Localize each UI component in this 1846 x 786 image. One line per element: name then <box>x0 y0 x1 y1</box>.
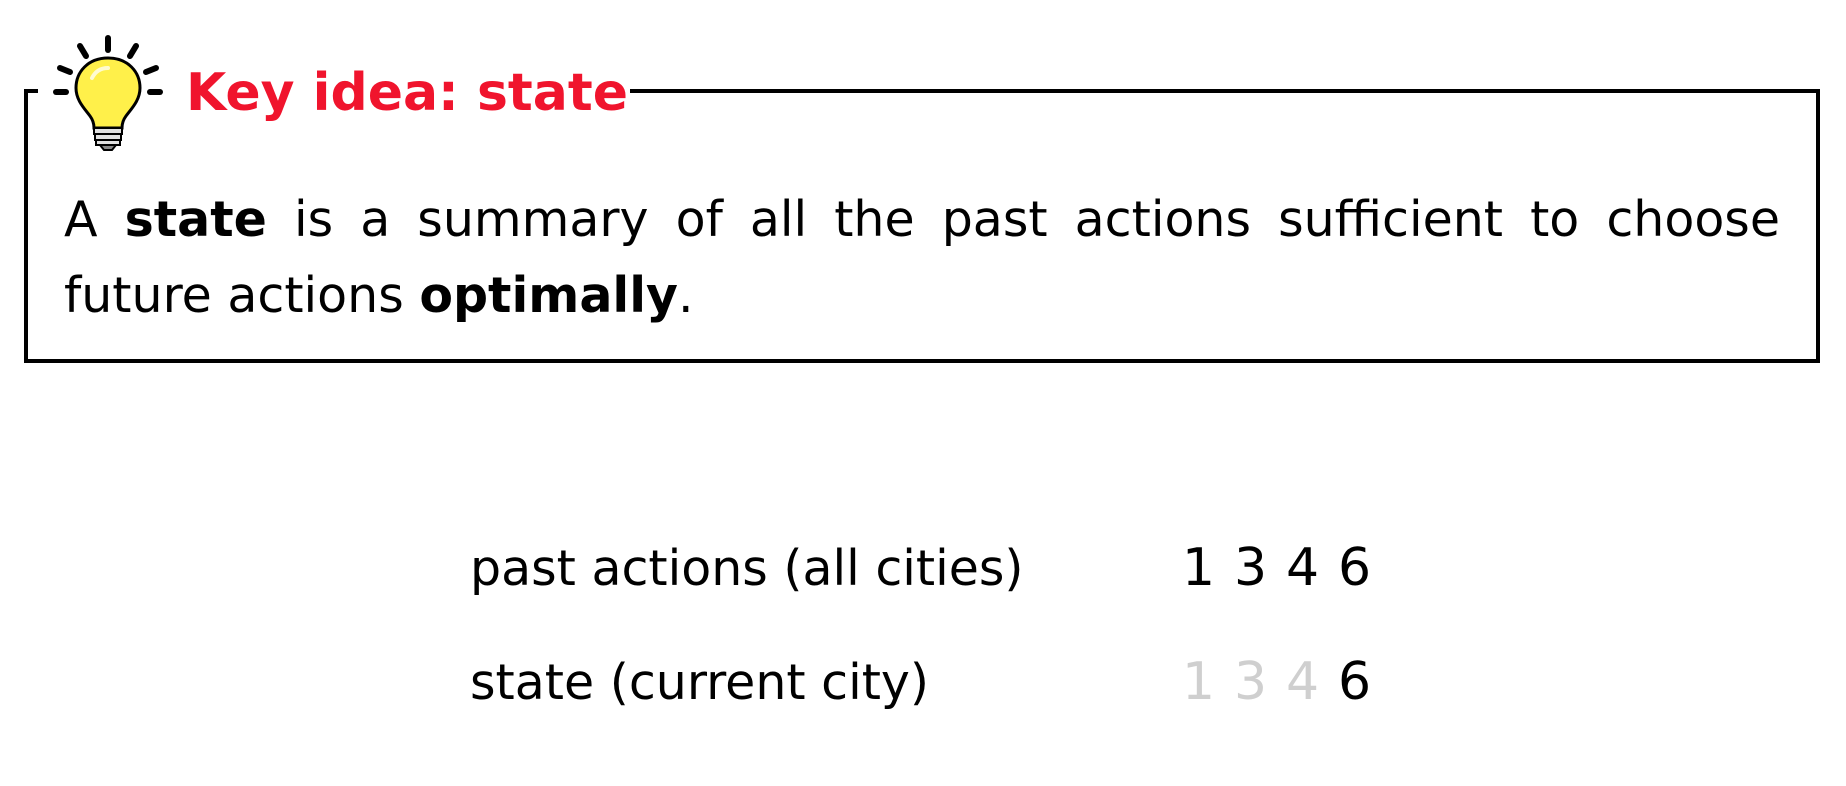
key-idea-bold-state: state <box>124 191 267 248</box>
key-idea-header: Key idea: state <box>38 28 630 152</box>
sequence-item: 3 <box>1234 538 1268 598</box>
past-actions-sequence: 1 3 4 6 <box>1182 538 1372 598</box>
state-label: state (current city) <box>470 653 930 711</box>
key-idea-text-part: . <box>677 267 694 324</box>
past-actions-row: past actions (all cities) 1 3 4 6 <box>470 528 1372 608</box>
sequence-item: 1 <box>1182 652 1216 712</box>
sequence-item: 4 <box>1286 538 1320 598</box>
sequence-item: 6 <box>1338 652 1372 712</box>
sequence-item: 1 <box>1182 538 1216 598</box>
state-sequence: 1 3 4 6 <box>1182 652 1372 712</box>
sequence-item: 4 <box>1286 652 1320 712</box>
state-row: state (current city) 1 3 4 6 <box>470 642 1372 722</box>
sequence-item: 6 <box>1338 538 1372 598</box>
key-idea-text: A state is a summary of all the past act… <box>64 182 1780 334</box>
lightbulb-icon <box>53 35 163 151</box>
key-idea-title: Key idea: state <box>186 63 628 123</box>
sequence-item: 3 <box>1234 652 1268 712</box>
key-idea-box <box>24 89 1820 363</box>
key-idea-bold-optimally: optimally <box>419 267 678 324</box>
key-idea-text-part: A <box>64 191 125 248</box>
past-actions-label: past actions (all cities) <box>470 539 1024 597</box>
key-idea-text-part: is a summary of all the past actions suf… <box>64 191 1780 324</box>
